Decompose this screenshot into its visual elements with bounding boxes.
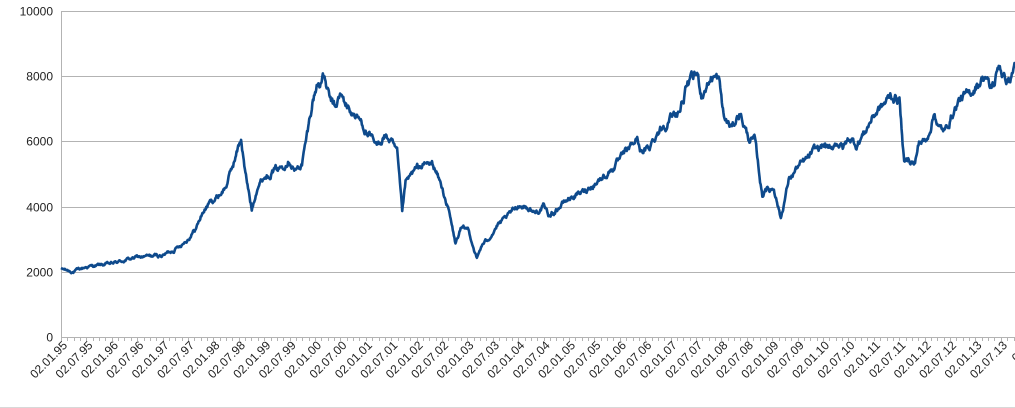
series-line (60, 61, 1015, 275)
x-axis: 02.01.9502.07.9502.01.9602.07.9602.01.97… (27, 337, 1015, 381)
y-tick-label: 8000 (26, 70, 53, 84)
y-tick-label: 4000 (26, 201, 53, 215)
series-layer (60, 61, 1015, 275)
y-tick-label: 6000 (26, 135, 53, 149)
horizontal-gridlines (61, 11, 1015, 338)
y-tick-label: 2000 (26, 266, 53, 280)
x-tick-label: 02.0 (1009, 338, 1015, 365)
y-axis: 0 2000 4000 6000 8000 10000 (20, 5, 62, 345)
y-tick-label: 0 (46, 331, 53, 345)
y-tick-label: 10000 (20, 5, 54, 19)
